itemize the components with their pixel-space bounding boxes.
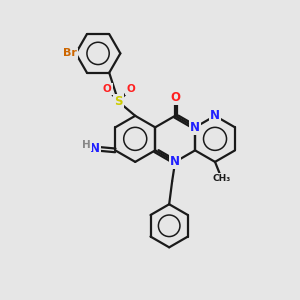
- Text: O: O: [126, 84, 135, 94]
- Text: O: O: [103, 84, 112, 94]
- Text: Br: Br: [63, 48, 77, 59]
- Text: O: O: [170, 91, 180, 104]
- Text: N: N: [90, 142, 100, 155]
- Text: H: H: [82, 140, 91, 150]
- Text: S: S: [114, 95, 123, 108]
- Text: N: N: [190, 121, 200, 134]
- Text: N: N: [210, 109, 220, 122]
- Text: CH₃: CH₃: [213, 174, 231, 183]
- Text: N: N: [170, 155, 180, 168]
